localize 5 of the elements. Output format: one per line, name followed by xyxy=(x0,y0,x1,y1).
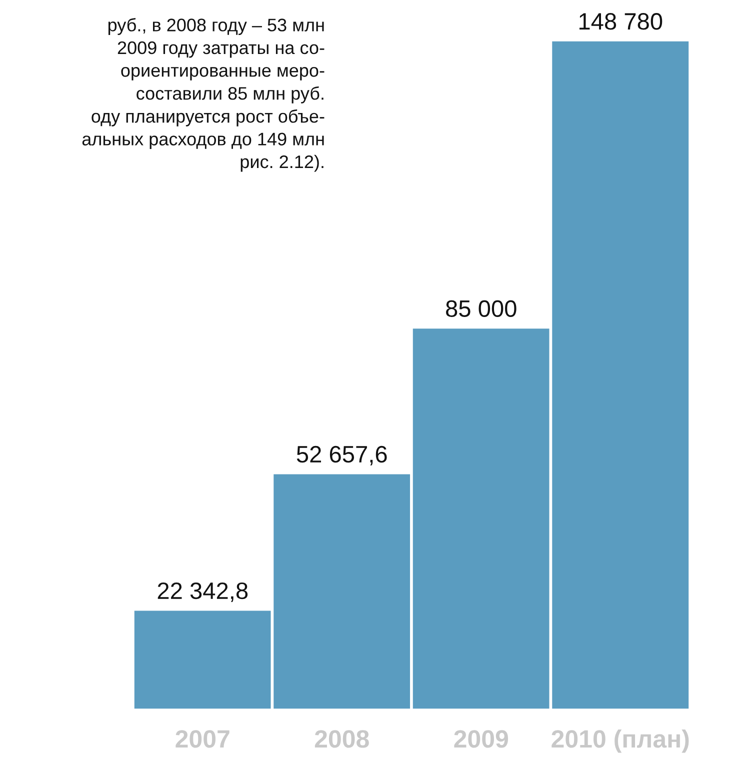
data-label: 22 342,8 xyxy=(158,582,248,602)
data-label: 52 657,6 xyxy=(296,446,387,466)
data-label: 85 000 xyxy=(446,300,516,317)
annotation: руб., в 2008 году – 53 млн 2009 году затраты на со- ориентированные меро- составили 85 млн руб. оду планируется рост объе- альных расходов до 149 млн рис. 2.12). xyxy=(82,18,324,172)
data-label: 148 780 xyxy=(580,13,662,30)
